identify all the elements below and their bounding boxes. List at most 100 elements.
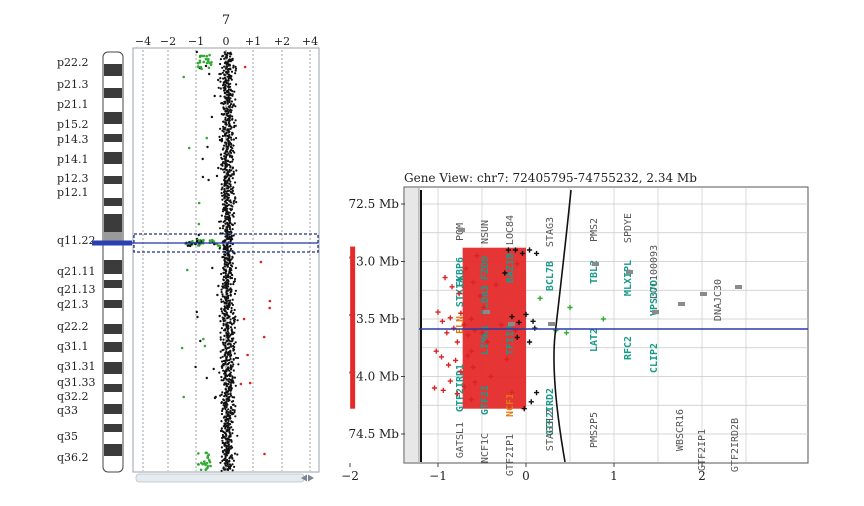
overview-point [231,469,234,472]
gene-view-x-tick-label: −2 [341,469,359,483]
overview-data-points [180,50,272,472]
overview-point [221,459,224,462]
overview-point [233,308,236,312]
overview-point [226,468,230,472]
band-label: q21.11 [57,265,96,278]
overview-point [232,322,235,325]
probe-point [458,369,464,375]
overview-point [230,143,233,146]
overview-point [225,257,228,260]
probe-point [454,391,460,397]
overview-point [222,300,225,303]
band-labels: p22.2 p21.3 p21.1 p15.2 p14.3 p14.1 p12.3p12.1… [57,56,96,464]
overview-x-tick-label: 0 [223,35,230,48]
overview-x-tick-label: −4 [135,35,151,48]
overview-point [229,299,232,302]
overview-point [227,465,230,468]
overview-point [222,286,225,289]
overview-point [229,343,232,346]
gene-view-title: Gene View: chr7: 72405795-74755232, 2.34… [404,171,697,185]
gene-block [548,322,555,326]
overview-point [220,183,223,186]
ideogram-band [104,300,122,308]
overview-point [204,57,208,61]
overview-point [228,375,232,378]
gene-label: RFC2 [623,336,634,360]
overview-point [226,181,229,184]
probe-point [447,315,453,321]
overview-point [223,108,226,111]
overview-point [222,130,225,133]
probe-point [461,322,467,328]
overview-point [229,467,232,470]
gene-label: LOC100093 [649,245,660,299]
overview-point [223,155,226,158]
overview-point [224,420,227,423]
overview-point [197,452,200,455]
overview-point [226,378,229,381]
overview-point [205,61,209,65]
gene-view-x-tick-label: −1 [429,469,447,483]
scroll-right-arrow-icon[interactable] [308,474,314,482]
probe-point [533,390,540,396]
overview-point [197,222,201,226]
probe-point [435,309,441,315]
overview-point [219,62,222,66]
probe-point [440,387,446,393]
overview-point [221,391,224,394]
overview-point [223,262,226,266]
overview-point [231,365,234,368]
overview-point [234,384,237,387]
segment-bar [350,246,356,409]
overview-point [223,171,226,174]
overview-point [227,285,230,288]
overview-point [226,330,229,333]
probe-point [456,291,462,297]
overview-point [230,103,233,106]
overview-point [230,394,233,397]
overview-point [212,240,216,243]
overview-point [231,312,234,315]
probe-point [481,304,487,311]
overview-point [224,184,227,187]
overview-point [218,138,222,142]
gene-block [508,322,515,326]
overview-point [228,133,231,137]
overview-point [231,191,234,194]
overview-point [231,177,234,180]
overview-point [231,361,234,364]
overview-point [223,468,226,471]
overview-point [234,67,238,70]
overview-point [228,227,232,231]
probe-point [470,364,476,370]
gene-label: TFIIH [505,325,516,355]
overview-point [228,369,231,372]
overview-point [230,306,233,310]
overview-point [232,138,235,141]
probe-point [445,362,452,368]
overview-point [233,126,236,129]
overview-point [227,408,230,411]
overview-point [231,158,235,161]
overview-scrollbar[interactable] [135,473,314,483]
overview-point [259,260,263,264]
scroll-left-arrow-icon[interactable] [301,474,307,482]
overview-point [233,252,236,255]
overview-point [220,272,223,276]
band-label: p14.1 [57,153,89,166]
probe-point [453,357,459,363]
overview-point [220,427,223,430]
overview-point [221,360,224,363]
overview-point [232,215,235,218]
overview-point [263,452,266,456]
overview-point [228,417,232,420]
overview-point [226,108,229,111]
overview-point [222,329,226,332]
overview-point [230,381,233,384]
overview-point [197,463,200,466]
scrollbar-track[interactable] [135,473,305,483]
overview-point [226,343,230,346]
gene-label: LIMK1 [480,325,491,355]
overview-point [217,284,220,288]
overview-point [225,261,228,264]
